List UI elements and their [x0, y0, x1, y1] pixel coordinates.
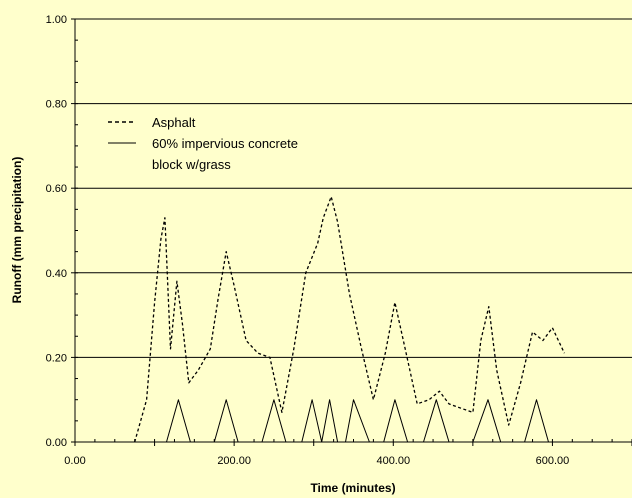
- series-line-asphalt: [134, 196, 565, 443]
- legend-label-asphalt: Asphalt: [152, 115, 196, 130]
- y-tick-label: 1.00: [46, 14, 67, 26]
- x-tick-label: 200.00: [217, 455, 251, 467]
- x-ticks: 0.00 200.00 400.00 600.00: [64, 439, 632, 467]
- y-tick-label: 0.20: [46, 352, 67, 364]
- y-tick-label: 0.80: [46, 99, 67, 111]
- legend-label-concrete-line1: 60% impervious concrete: [152, 136, 298, 151]
- y-ticks: 0.00 0.20 0.40 0.60 0.80 1.00: [46, 14, 78, 449]
- legend-label-concrete-line2: block w/grass: [152, 157, 231, 172]
- y-tick-label: 0.40: [46, 268, 67, 280]
- y-tick-label: 0.60: [46, 183, 67, 195]
- x-tick-label: 400.00: [376, 455, 410, 467]
- legend: Asphalt 60% impervious concrete block w/…: [108, 115, 298, 172]
- x-tick-label: 600.00: [536, 455, 570, 467]
- x-tick-label: 0.00: [64, 455, 85, 467]
- y-tick-label: 0.00: [46, 437, 67, 449]
- x-axis-title: Time (minutes): [310, 481, 395, 495]
- series-line-concrete-block: [166, 399, 549, 443]
- data-series: [134, 196, 565, 443]
- y-axis-title: Runoff (mm precipitation): [10, 157, 24, 304]
